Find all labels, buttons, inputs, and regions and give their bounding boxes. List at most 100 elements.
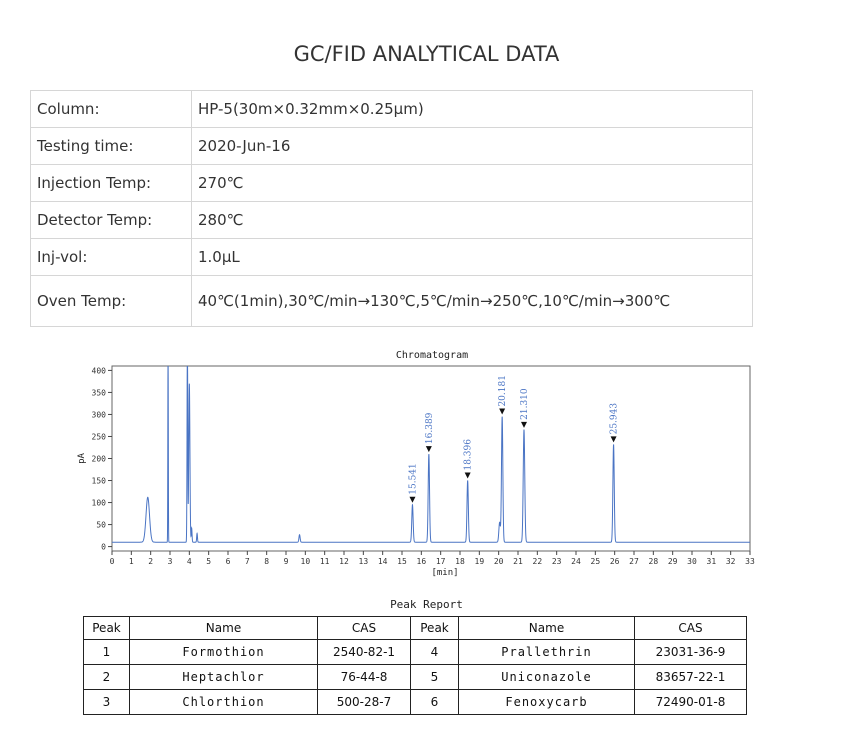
condition-key: Oven Temp:	[30, 275, 192, 327]
x-tick-label: 8	[264, 557, 269, 566]
condition-value: 1.0μL	[191, 238, 753, 276]
x-tick-label: 3	[168, 557, 173, 566]
page-title: GC/FID ANALYTICAL DATA	[293, 42, 560, 66]
x-tick-label: 20	[494, 557, 504, 566]
y-tick-label: 300	[92, 410, 107, 419]
peak-number: 2	[83, 664, 130, 690]
col-header-cas: CAS	[317, 616, 411, 640]
table-row: 3 Chlorthion 500-28-7 6 Fenoxycarb 72490…	[83, 689, 747, 715]
y-tick-label: 200	[92, 455, 107, 464]
condition-value: 280℃	[191, 201, 753, 239]
x-tick-label: 31	[707, 557, 717, 566]
y-tick-label: 150	[92, 477, 107, 486]
peak-label: 21.310	[520, 388, 530, 420]
chromatogram-trace	[112, 366, 750, 543]
y-tick-label: 0	[101, 543, 106, 552]
condition-value: HP-5(30m×0.32mm×0.25μm)	[191, 90, 753, 128]
condition-row: Column: HP-5(30m×0.32mm×0.25μm)	[30, 90, 753, 128]
x-tick-label: 19	[475, 557, 485, 566]
condition-key: Inj-vol:	[30, 238, 192, 276]
x-axis: 0 1 2 3 4 5 6 7 8 9 10 11 12 13 14 15 16 17 18 19 20 21 22 23 24…	[110, 551, 755, 566]
condition-row: Inj-vol: 1.0μL	[30, 238, 753, 276]
condition-row: Detector Temp: 280℃	[30, 201, 753, 239]
x-tick-label: 33	[745, 557, 755, 566]
col-header-peak: Peak	[410, 616, 459, 640]
peak-marker	[520, 421, 527, 428]
chromatogram-chart: Chromatogram 0 50 100 150 200 250 300 350 400 0 1…	[77, 350, 755, 578]
x-tick-label: 17	[436, 557, 446, 566]
y-tick-label: 400	[92, 366, 107, 375]
cas-number: 83657-22-1	[634, 664, 747, 690]
y-tick-label: 250	[92, 432, 107, 441]
x-tick-label: 29	[668, 557, 678, 566]
condition-key: Detector Temp:	[30, 201, 192, 239]
condition-row: Oven Temp: 40℃(1min),30℃/min→130℃,5℃/min…	[30, 275, 753, 327]
col-header-peak: Peak	[83, 616, 130, 640]
peak-marker	[610, 436, 617, 443]
x-tick-label: 30	[687, 557, 697, 566]
compound-name: Formothion	[129, 639, 318, 665]
peak-number: 1	[83, 639, 130, 665]
x-tick-label: 14	[378, 557, 388, 566]
x-tick-label: 18	[455, 557, 465, 566]
x-tick-label: 12	[339, 557, 349, 566]
peak-report-title: Peak Report	[390, 598, 463, 611]
x-axis-label: [min]	[431, 568, 458, 578]
x-tick-label: 0	[110, 557, 115, 566]
peak-report-header: Peak Name CAS Peak Name CAS	[83, 616, 747, 640]
y-tick-label: 350	[92, 388, 107, 397]
col-header-name: Name	[458, 616, 635, 640]
x-tick-label: 23	[552, 557, 562, 566]
peak-marker	[499, 408, 506, 415]
x-tick-label: 24	[571, 557, 581, 566]
x-tick-label: 10	[301, 557, 311, 566]
condition-value: 40℃(1min),30℃/min→130℃,5℃/min→250℃,10℃/m…	[191, 275, 753, 327]
peak-number: 3	[83, 689, 130, 715]
plot-frame	[111, 365, 751, 552]
x-tick-label: 16	[417, 557, 427, 566]
compound-name: Fenoxycarb	[458, 689, 635, 715]
x-tick-label: 5	[206, 557, 211, 566]
x-tick-label: 13	[359, 557, 369, 566]
y-tick-label: 100	[92, 499, 107, 508]
chart-title: Chromatogram	[396, 350, 468, 361]
plot-border	[111, 365, 751, 552]
y-axis-label: pA	[77, 453, 87, 464]
x-tick-label: 1	[129, 557, 134, 566]
cas-number: 500-28-7	[317, 689, 411, 715]
condition-row: Injection Temp: 270℃	[30, 164, 753, 202]
col-header-name: Name	[129, 616, 318, 640]
peak-marker	[425, 446, 432, 453]
peak-number: 5	[410, 664, 459, 690]
compound-name: Chlorthion	[129, 689, 318, 715]
x-tick-label: 22	[533, 557, 543, 566]
condition-row: Testing time: 2020-Jun-16	[30, 127, 753, 165]
peak-marker	[409, 496, 416, 503]
x-tick-label: 25	[591, 557, 601, 566]
x-tick-label: 7	[245, 557, 250, 566]
chromatogram-series	[112, 366, 750, 543]
conditions-table: Column: HP-5(30m×0.32mm×0.25μm) Testing …	[30, 90, 753, 327]
table-row: 1 Formothion 2540-82-1 4 Prallethrin 230…	[83, 639, 747, 665]
peak-report-table: Peak Name CAS Peak Name CAS 1 Formothion…	[83, 616, 747, 715]
cas-number: 2540-82-1	[317, 639, 411, 665]
y-axis: 0 50 100 150 200 250 300 350 400	[92, 366, 112, 552]
x-tick-label: 6	[226, 557, 231, 566]
peak-labels: 15.541 16.389 18.396 20.181 21.310 25.943	[408, 375, 620, 503]
peak-number: 6	[410, 689, 459, 715]
x-tick-label: 21	[513, 557, 523, 566]
y-tick-label: 50	[96, 521, 106, 530]
compound-name: Heptachlor	[129, 664, 318, 690]
peak-label: 18.396	[464, 439, 474, 471]
x-tick-label: 15	[397, 557, 407, 566]
condition-value: 270℃	[191, 164, 753, 202]
x-tick-label: 9	[284, 557, 289, 566]
x-tick-label: 2	[148, 557, 153, 566]
x-tick-label: 32	[726, 557, 736, 566]
peak-label: 16.389	[425, 412, 435, 444]
condition-key: Injection Temp:	[30, 164, 192, 202]
condition-key: Column:	[30, 90, 192, 128]
peak-number: 4	[410, 639, 459, 665]
compound-name: Prallethrin	[458, 639, 635, 665]
peak-label: 20.181	[498, 375, 508, 407]
